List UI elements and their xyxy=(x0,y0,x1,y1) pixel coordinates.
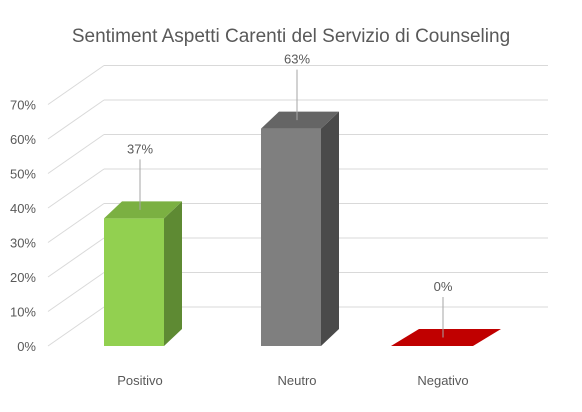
y-tick-label: 70% xyxy=(10,98,36,113)
gridline-diagonal xyxy=(48,204,104,243)
gridline-diagonal xyxy=(48,238,104,277)
y-tick-label: 60% xyxy=(10,132,36,147)
data-label-neutro: 63% xyxy=(284,52,310,67)
x-tick-label-positivo: Positivo xyxy=(117,373,163,388)
bar-front-positivo xyxy=(104,218,164,346)
y-tick-label: 20% xyxy=(10,270,36,285)
x-tick-label-negativo: Negativo xyxy=(417,373,468,388)
bar-side-neutro xyxy=(321,112,339,346)
gridline-diagonal xyxy=(48,307,104,346)
y-tick-label: 30% xyxy=(10,236,36,251)
gridline-diagonal xyxy=(48,66,104,105)
gridline-diagonal xyxy=(48,100,104,139)
bar-flat-negativo xyxy=(391,329,501,346)
bar-front-neutro xyxy=(261,129,321,346)
gridline-diagonal xyxy=(48,135,104,174)
y-tick-label: 40% xyxy=(10,201,36,216)
data-label-negativo: 0% xyxy=(434,279,453,294)
gridline-diagonal xyxy=(48,273,104,312)
y-tick-label: 50% xyxy=(10,167,36,182)
y-tick-label: 0% xyxy=(17,339,36,354)
bar-side-positivo xyxy=(164,201,182,346)
gridline-diagonal xyxy=(48,169,104,208)
data-label-positivo: 37% xyxy=(127,141,153,156)
y-tick-label: 10% xyxy=(10,305,36,320)
x-tick-label-neutro: Neutro xyxy=(277,373,316,388)
